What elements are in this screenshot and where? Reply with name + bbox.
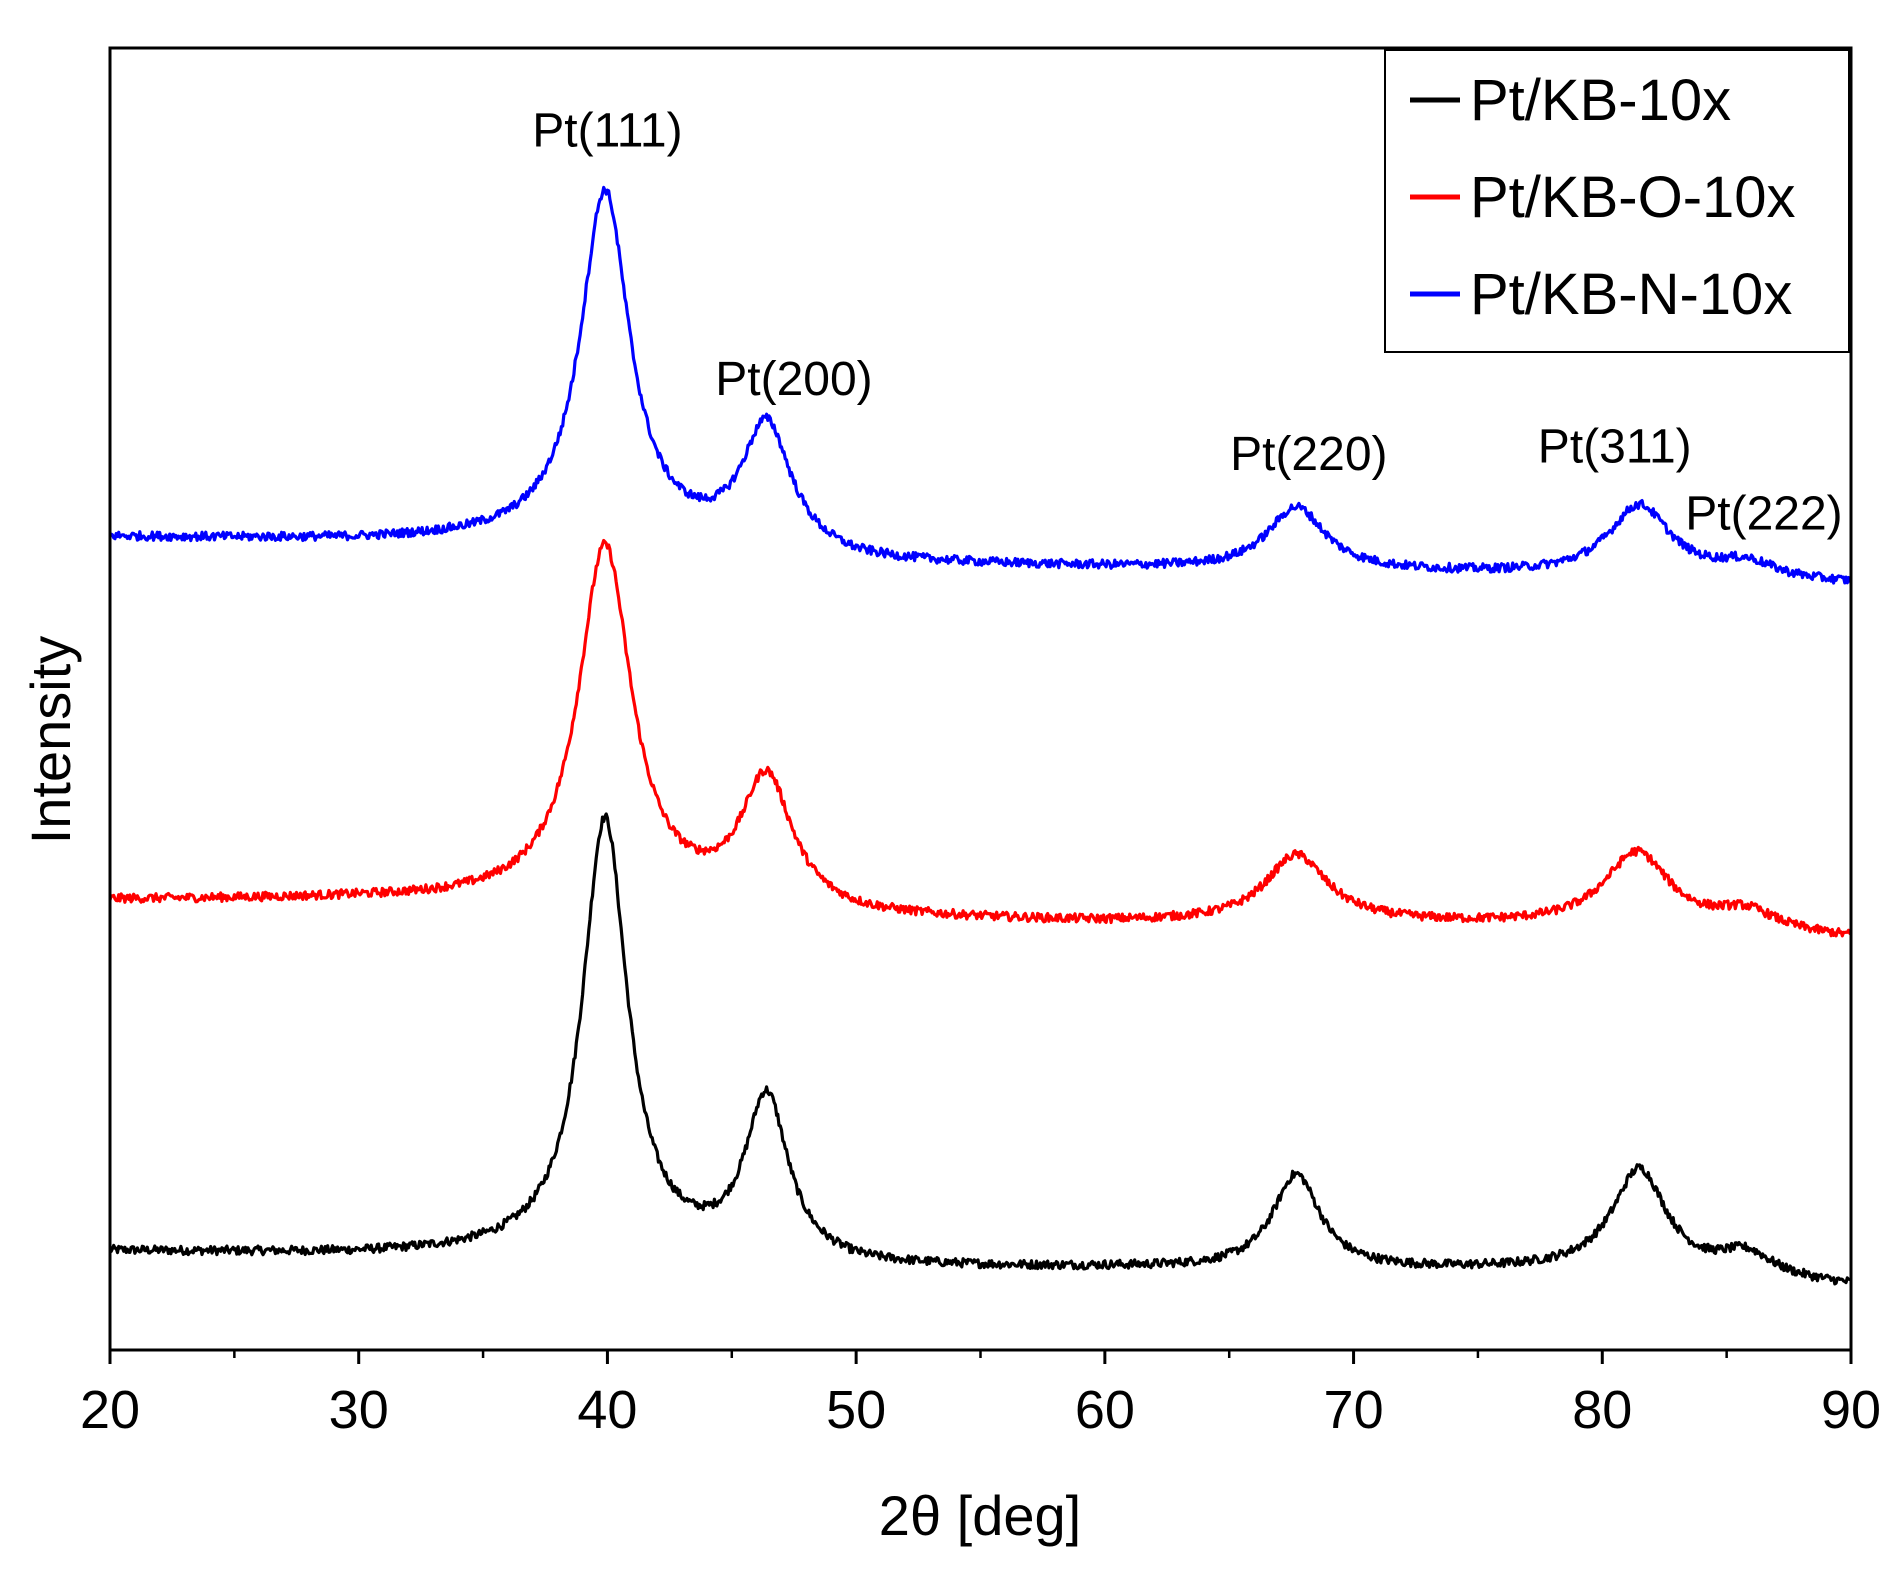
legend-label-pt-kb-o-10x: Pt/KB-O-10x	[1470, 165, 1796, 230]
x-axis-title: 2θ [deg]	[879, 1484, 1081, 1547]
legend-box	[1384, 49, 1850, 353]
x-tick-label: 80	[1572, 1380, 1632, 1440]
x-axis-ticks: 20 30 40 50 60 70 80 90	[80, 1350, 1881, 1440]
peak-label: Pt(220)	[1230, 428, 1387, 481]
x-tick-label: 20	[80, 1380, 140, 1440]
peak-label: Pt(311)	[1538, 420, 1692, 473]
series-line-pt-kb-o-10x	[108, 538, 1853, 938]
peak-label: Pt(200)	[715, 353, 872, 406]
y-axis-title: Intensity	[19, 636, 82, 845]
peak-label: Pt(222)	[1685, 487, 1842, 540]
series-line-pt-kb-n-10x	[109, 185, 1853, 585]
series-line-pt-kb-10x	[108, 812, 1852, 1286]
peak-annotations: Pt(111) Pt(200) Pt(220) Pt(311) Pt(222)	[532, 105, 1842, 541]
x-tick-label: 30	[329, 1380, 389, 1440]
x-tick-label: 70	[1324, 1380, 1384, 1440]
peak-label: Pt(111)	[532, 105, 682, 158]
legend-label-pt-kb-n-10x: Pt/KB-N-10x	[1470, 262, 1792, 327]
x-tick-label: 60	[1075, 1380, 1135, 1440]
x-tick-label: 50	[826, 1380, 886, 1440]
series-layer	[108, 185, 1853, 1286]
legend: Pt/KB-10x Pt/KB-O-10x Pt/KB-N-10x	[1384, 49, 1850, 353]
x-tick-label: 90	[1821, 1380, 1881, 1440]
legend-label-pt-kb-10x: Pt/KB-10x	[1470, 68, 1731, 133]
x-tick-label: 40	[577, 1380, 637, 1440]
